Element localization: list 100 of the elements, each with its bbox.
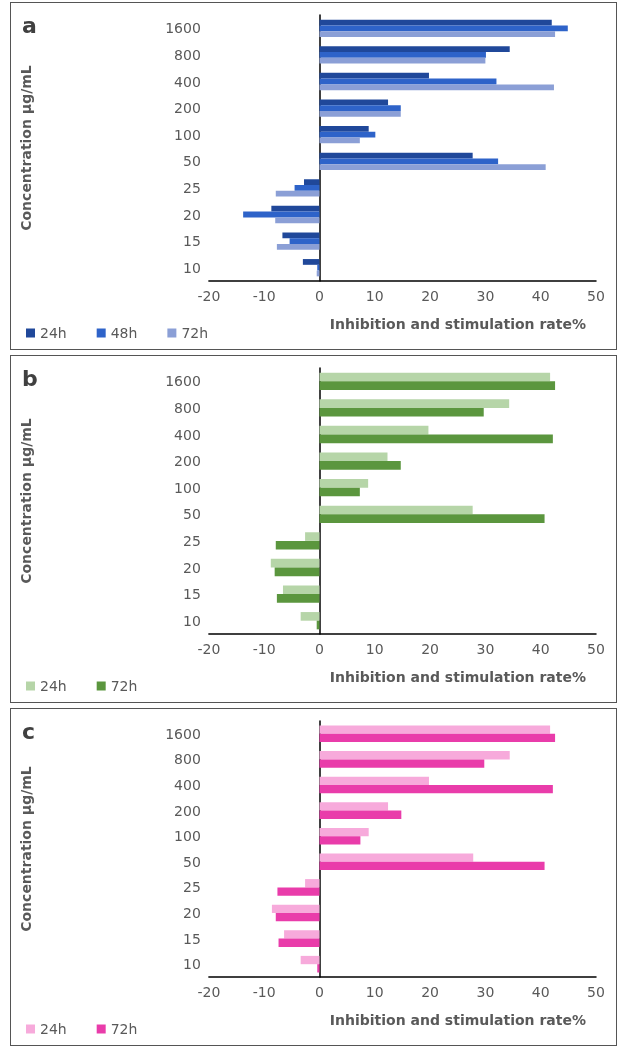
- y-tick-label: 800: [174, 399, 201, 416]
- bar: [319, 425, 429, 435]
- x-tick-label: 50: [587, 984, 605, 1000]
- bar: [275, 540, 320, 550]
- bar: [319, 725, 551, 734]
- bar: [300, 955, 320, 965]
- bar: [319, 751, 510, 760]
- bar: [319, 407, 484, 417]
- bar: [319, 487, 360, 497]
- bar: [317, 264, 320, 271]
- y-tick-label: 200: [174, 802, 201, 819]
- legend-label: 48h: [110, 325, 138, 341]
- y-tick-label: 50: [183, 153, 201, 170]
- y-tick-label: 1600: [165, 20, 201, 37]
- text: a: [22, 12, 37, 38]
- y-axis-title: Concentration μg/mL: [18, 766, 34, 932]
- y-tick-label: 100: [174, 126, 201, 143]
- bar: [282, 232, 320, 239]
- x-axis-title: Inhibition and stimulation rate%: [329, 316, 586, 332]
- x-tick-label: 0: [315, 984, 324, 1000]
- y-tick-label: 25: [183, 532, 201, 549]
- y-tick-label: 200: [174, 100, 201, 117]
- bar: [300, 612, 320, 621]
- y-tick-label: 15: [183, 586, 201, 603]
- bar: [319, 785, 553, 794]
- bar: [319, 131, 376, 138]
- bar: [319, 461, 401, 470]
- y-tick-label: 50: [183, 506, 201, 523]
- x-tick-label: -10: [252, 641, 276, 657]
- x-tick-label: 10: [365, 288, 384, 304]
- y-tick-label: 1600: [165, 373, 201, 390]
- x-tick-label: -20: [197, 984, 221, 1000]
- x-tick-label: 40: [531, 641, 550, 657]
- legend-label: 24h: [40, 678, 67, 694]
- bar: [319, 381, 556, 390]
- bar: [319, 110, 401, 117]
- bar: [303, 179, 320, 186]
- bar: [276, 594, 320, 603]
- bar: [319, 399, 510, 408]
- y-tick-label: 10: [183, 259, 201, 276]
- bar: [305, 532, 320, 541]
- y-tick-label: 20: [183, 905, 201, 921]
- bar: [319, 836, 361, 845]
- bar: [284, 930, 320, 939]
- bar: [319, 57, 486, 64]
- x-tick-label: 10: [365, 641, 384, 657]
- x-tick-label: 20: [421, 984, 439, 1000]
- bar: [319, 25, 568, 32]
- bar: [319, 802, 389, 811]
- y-tick-label: 800: [174, 751, 201, 768]
- x-tick-label: 40: [531, 984, 550, 1000]
- bar: [319, 84, 554, 91]
- y-tick-label: 20: [183, 559, 201, 576]
- x-tick-label: 50: [587, 641, 605, 657]
- y-tick-label: 20: [183, 206, 201, 223]
- y-tick-label: 400: [174, 777, 201, 793]
- y-tick-label: 25: [183, 879, 201, 896]
- bar: [319, 372, 551, 382]
- bar: [319, 105, 401, 111]
- text: c: [22, 718, 36, 744]
- bar: [319, 505, 473, 515]
- bar: [319, 158, 499, 165]
- bar: [275, 217, 320, 224]
- bar: [319, 759, 485, 768]
- bar: [319, 31, 556, 37]
- bar: [319, 479, 369, 488]
- bar: [319, 733, 556, 743]
- x-tick-label: 30: [476, 641, 495, 657]
- y-tick-label: 400: [174, 73, 201, 90]
- x-tick-label: 0: [315, 641, 324, 657]
- bar: [289, 238, 320, 244]
- legend-label: 72h: [110, 1021, 138, 1037]
- x-tick-label: 30: [476, 984, 495, 1000]
- y-axis-title: Concentration μg/mL: [18, 418, 34, 584]
- bar: [319, 853, 474, 862]
- bar: [274, 567, 320, 577]
- legend-label: 24h: [40, 325, 67, 341]
- y-axis-title: Concentration μg/mL: [18, 65, 34, 231]
- bar: [319, 46, 510, 53]
- y-tick-label: 200: [174, 453, 201, 470]
- x-tick-label: 20: [421, 288, 439, 304]
- y-tick-label: 15: [183, 233, 201, 250]
- legend-label: 72h: [110, 678, 138, 694]
- x-axis-title: Inhibition and stimulation rate%: [329, 669, 586, 685]
- x-tick-label: 10: [365, 984, 384, 1000]
- bar: [275, 190, 320, 197]
- bar: [294, 185, 320, 191]
- text: b: [22, 365, 38, 391]
- bar: [319, 810, 402, 819]
- bar: [319, 827, 369, 837]
- y-tick-label: 10: [183, 956, 201, 973]
- y-tick-label: 50: [183, 853, 201, 870]
- y-tick-label: 400: [174, 426, 201, 443]
- bar: [275, 913, 320, 922]
- bar: [319, 99, 389, 106]
- bar: [276, 243, 320, 250]
- x-tick-label: 0: [315, 288, 324, 304]
- bar: [271, 904, 320, 913]
- bar: [270, 558, 320, 568]
- x-tick-label: 30: [476, 288, 495, 304]
